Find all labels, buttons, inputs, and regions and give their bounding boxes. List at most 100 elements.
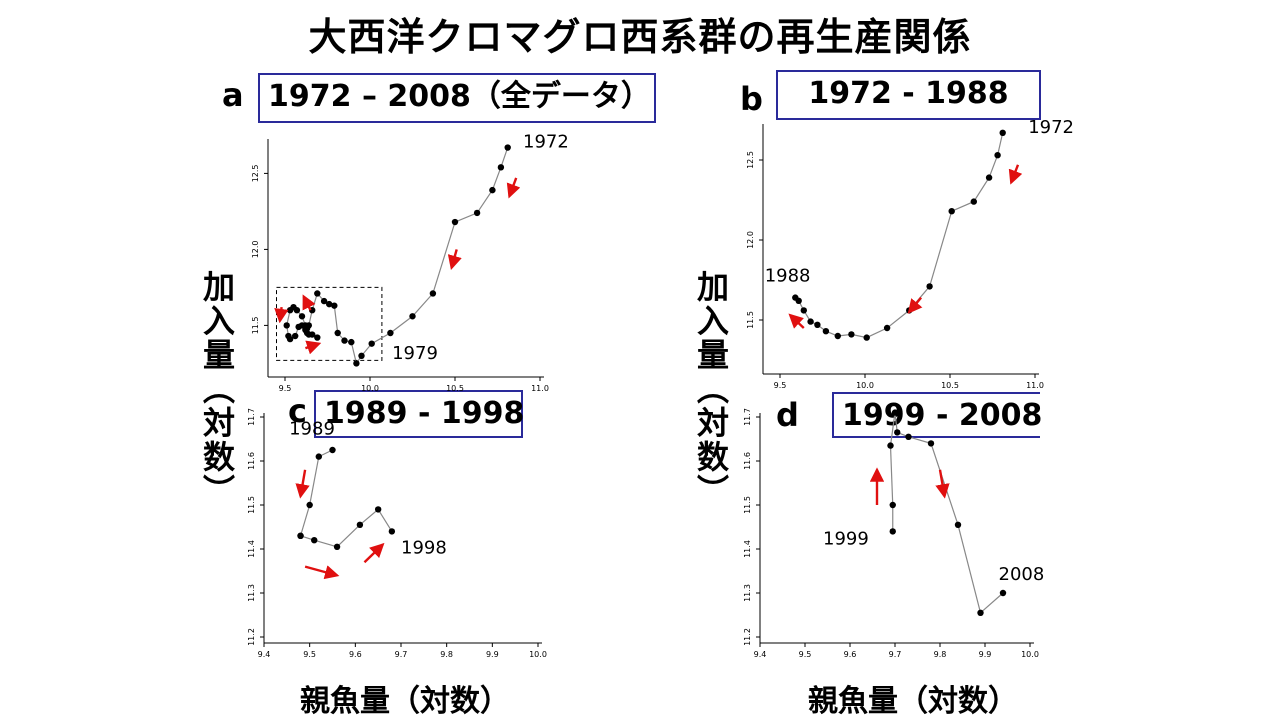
data-point-d-1 bbox=[889, 501, 896, 509]
trend-arrow-c-2 bbox=[363, 542, 385, 564]
y-tick-label-d-1: 11.3 bbox=[743, 584, 752, 602]
data-point-a-1 bbox=[497, 164, 505, 171]
trend-arrow-b-0 bbox=[1008, 164, 1023, 185]
data-point-c-1 bbox=[315, 453, 322, 460]
trend-arrow-b-2 bbox=[788, 313, 805, 329]
x-tick-label-a-2: 10.5 bbox=[446, 384, 464, 393]
range-box-c: 1989 - 1998 bbox=[314, 390, 524, 438]
data-point-a-12 bbox=[341, 337, 348, 344]
data-point-a-4 bbox=[451, 218, 459, 226]
y-tick-label-b-0: 11.5 bbox=[746, 311, 755, 329]
data-point-a-33 bbox=[303, 325, 311, 332]
data-point-a-6 bbox=[409, 313, 416, 320]
trend-arrow-a-0 bbox=[506, 177, 521, 199]
series-line-d bbox=[889, 412, 1004, 614]
x-tick-label-b-2: 10.5 bbox=[941, 381, 959, 390]
range-box-a: 1972 – 2008（全データ） bbox=[258, 73, 656, 123]
data-point-d-6 bbox=[927, 440, 935, 447]
data-point-a-13 bbox=[334, 329, 341, 337]
x-tick-label-b-3: 11.0 bbox=[1026, 381, 1044, 390]
trend-arrow-a-4 bbox=[305, 340, 322, 355]
x-tick-label-a-0: 9.5 bbox=[279, 384, 292, 393]
y-tick-label-a-2: 12.5 bbox=[251, 164, 260, 182]
data-point-c-8 bbox=[374, 506, 382, 513]
data-point-b-1 bbox=[994, 152, 1001, 159]
y-axis-label-left: 加入量（対数） bbox=[198, 270, 236, 508]
page-title: 大西洋クロマグロ西系群の再生産関係 bbox=[308, 15, 972, 59]
data-point-a-15 bbox=[326, 300, 333, 308]
data-point-a-5 bbox=[429, 290, 437, 297]
y-tick-label-d-0: 11.2 bbox=[743, 628, 752, 646]
data-point-b-10 bbox=[834, 332, 841, 340]
data-point-a-16 bbox=[320, 297, 328, 305]
trend-arrow-a-1 bbox=[447, 249, 462, 270]
data-point-b-7 bbox=[883, 324, 891, 332]
trend-arrow-c-1 bbox=[304, 565, 340, 580]
x-tick-label-b-0: 9.5 bbox=[774, 381, 787, 390]
x-tick-label-d-6: 10.0 bbox=[1021, 650, 1039, 659]
data-point-a-24 bbox=[292, 332, 299, 340]
data-point-c-2 bbox=[306, 501, 313, 509]
data-point-a-7 bbox=[387, 329, 394, 337]
y-tick-label-b-2: 12.5 bbox=[746, 151, 755, 169]
y-tick-label-c-4: 11.6 bbox=[247, 452, 256, 470]
plot-panel-c: 9.4 9.5 9.6 9.7 9.8 9.9 10.0 11.2 11.3 11.4 11.5 11… bbox=[247, 408, 547, 659]
y-tick-label-d-4: 11.6 bbox=[743, 452, 752, 470]
data-point-a-23 bbox=[295, 323, 302, 331]
year-label-d-1: 2008 bbox=[999, 564, 1045, 585]
trend-arrow-c-0 bbox=[295, 469, 310, 499]
data-point-d-4 bbox=[894, 429, 901, 436]
x-tick-label-c-0: 9.4 bbox=[258, 650, 271, 659]
y-tick-label-c-5: 11.7 bbox=[247, 408, 256, 426]
year-label-c-0: 1989 bbox=[289, 419, 335, 440]
data-point-c-7 bbox=[356, 521, 364, 528]
x-tick-label-d-1: 9.5 bbox=[799, 650, 812, 659]
year-label-b-1: 1988 bbox=[765, 266, 811, 287]
data-point-b-13 bbox=[807, 318, 814, 325]
x-tick-label-a-3: 11.0 bbox=[531, 384, 549, 393]
trend-arrow-a-3 bbox=[302, 294, 316, 311]
y-tick-label-c-2: 11.4 bbox=[247, 540, 256, 558]
y-tick-label-d-5: 11.7 bbox=[743, 408, 752, 426]
y-tick-label-c-1: 11.3 bbox=[247, 584, 256, 602]
y-tick-label-c-3: 11.5 bbox=[247, 496, 256, 514]
data-point-c-5 bbox=[311, 537, 318, 544]
x-tick-label-c-5: 9.9 bbox=[486, 650, 499, 659]
data-point-c-4 bbox=[297, 532, 304, 539]
data-point-d-2 bbox=[887, 442, 894, 449]
data-point-a-14 bbox=[331, 302, 338, 309]
x-tick-label-c-1: 9.5 bbox=[303, 650, 316, 659]
data-point-d-0 bbox=[889, 528, 896, 535]
x-tick-label-d-3: 9.7 bbox=[889, 650, 902, 659]
data-point-b-8 bbox=[863, 334, 870, 341]
y-tick-label-a-0: 11.5 bbox=[251, 316, 260, 334]
x-tick-label-c-2: 9.6 bbox=[349, 650, 362, 659]
year-label-a-0: 1972 bbox=[523, 132, 569, 153]
y-tick-label-d-2: 11.4 bbox=[743, 540, 752, 558]
series-line-b bbox=[794, 132, 1004, 339]
panel-label-b: b bbox=[740, 80, 763, 118]
range-box-d: 1999 - 2008 bbox=[832, 392, 1042, 438]
trend-arrow-b-1 bbox=[907, 296, 923, 314]
trend-arrow-a-2 bbox=[274, 307, 289, 324]
data-point-a-8 bbox=[368, 340, 375, 347]
panel-label-d: d bbox=[776, 396, 799, 434]
plot-panel-b: 9.5 10.0 10.5 11.0 11.5 12.0 12.5 1972 1988 bbox=[746, 117, 1074, 390]
data-point-b-9 bbox=[848, 331, 855, 338]
x-tick-label-d-5: 9.9 bbox=[979, 650, 992, 659]
year-label-c-1: 1998 bbox=[401, 537, 447, 558]
data-point-a-36 bbox=[314, 334, 321, 341]
data-point-a-9 bbox=[358, 352, 365, 359]
data-point-a-26 bbox=[285, 332, 292, 340]
x-axis-label-left: 親魚量（対数） bbox=[300, 684, 510, 719]
data-point-b-3 bbox=[970, 198, 977, 205]
year-label-d-0: 1999 bbox=[823, 529, 869, 550]
data-point-a-11 bbox=[348, 338, 355, 346]
data-point-a-17 bbox=[314, 290, 321, 297]
data-point-a-27 bbox=[283, 322, 290, 329]
y-tick-label-d-3: 11.5 bbox=[743, 496, 752, 514]
data-point-a-31 bbox=[298, 313, 306, 320]
data-point-d-9 bbox=[999, 589, 1007, 597]
series-line-a bbox=[286, 147, 509, 365]
data-point-a-0 bbox=[504, 144, 511, 151]
